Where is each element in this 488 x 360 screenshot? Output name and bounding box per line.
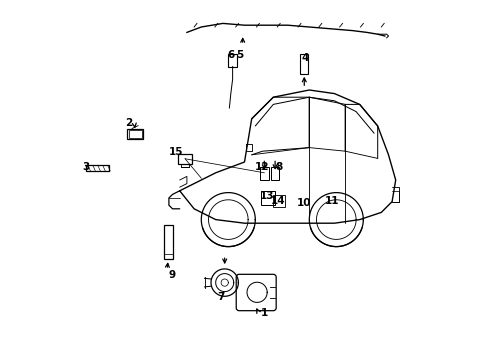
Bar: [86, 165, 109, 171]
Bar: [273, 195, 284, 207]
Bar: [128, 130, 141, 138]
Text: 13: 13: [260, 191, 274, 201]
Text: 15: 15: [168, 147, 183, 157]
Text: 3: 3: [82, 162, 89, 172]
Bar: [271, 167, 279, 180]
Text: 2: 2: [125, 118, 132, 128]
Text: 1: 1: [260, 308, 267, 318]
Text: 9: 9: [168, 270, 175, 280]
Text: 4: 4: [301, 53, 308, 63]
Bar: [300, 54, 307, 74]
Bar: [260, 167, 268, 180]
Bar: [127, 129, 142, 139]
Text: 11: 11: [324, 196, 338, 206]
Text: 12: 12: [255, 162, 269, 172]
Bar: [178, 154, 192, 164]
Text: 5: 5: [236, 50, 243, 60]
Text: 6: 6: [227, 50, 234, 60]
Text: 14: 14: [270, 195, 285, 206]
Bar: [260, 191, 275, 205]
Bar: [228, 54, 237, 67]
Text: 7: 7: [217, 292, 224, 302]
Text: 8: 8: [275, 162, 282, 172]
Bar: [163, 225, 172, 259]
Text: 10: 10: [296, 198, 310, 208]
